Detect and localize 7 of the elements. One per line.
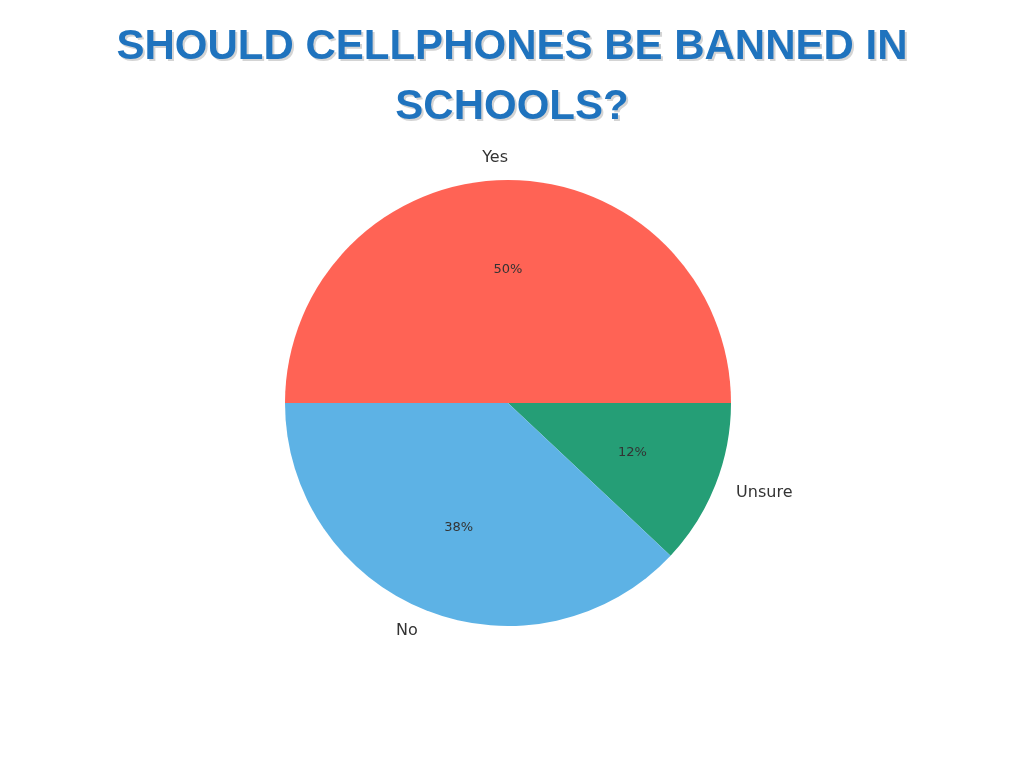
data-label: 12% — [617, 443, 647, 459]
slice-label: Unsure — [736, 482, 793, 502]
data-label: 50% — [493, 260, 523, 276]
slice-label: Yes — [481, 146, 508, 166]
data-label: 38% — [444, 518, 474, 534]
chart-title: SHOULD CELLPHONES BE BANNED IN SCHOOLS? — [115, 20, 909, 130]
slice-label: No — [395, 620, 418, 640]
